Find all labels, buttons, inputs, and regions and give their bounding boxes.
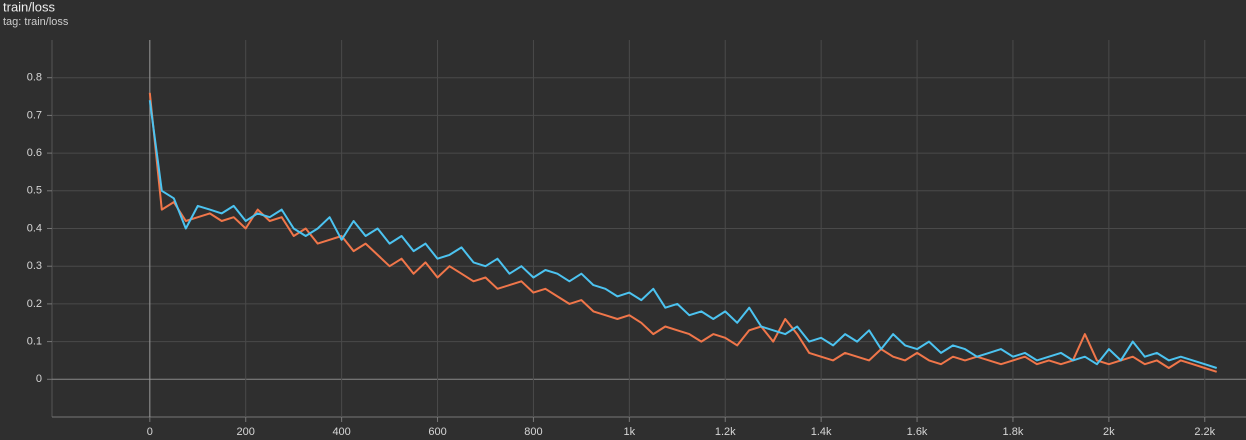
x-tick-label: 400: [332, 426, 350, 438]
x-tick-label: 1k: [624, 426, 636, 438]
x-tick-label: 600: [428, 426, 446, 438]
series-line: [148, 92, 1218, 373]
chart-title: train/loss: [3, 0, 56, 14]
chart-subtitle: tag: train/loss: [3, 16, 69, 28]
x-tick-label: 800: [524, 426, 542, 438]
y-tick-label: 0.5: [27, 185, 42, 197]
x-tick-label: 1.6k: [907, 426, 928, 438]
y-tick-label: 0: [36, 373, 42, 385]
series-line: [148, 100, 1218, 369]
y-tick-label: 0.2: [27, 298, 42, 310]
y-tick-label: 0.8: [27, 72, 42, 84]
y-tick-label: 0.1: [27, 336, 42, 348]
y-tick-label: 0.4: [27, 222, 42, 234]
x-tick-label: 0: [147, 426, 153, 438]
y-tick-label: 0.7: [27, 109, 42, 121]
x-tick-label: 1.2k: [715, 426, 736, 438]
x-tick-label: 1.8k: [1003, 426, 1024, 438]
x-tick-label: 2k: [1103, 426, 1115, 438]
y-tick-label: 0.6: [27, 147, 42, 159]
x-tick-label: 200: [237, 426, 255, 438]
x-tick-label: 2.2k: [1194, 426, 1215, 438]
y-tick-label: 0.3: [27, 260, 42, 272]
x-tick-label: 1.4k: [811, 426, 832, 438]
